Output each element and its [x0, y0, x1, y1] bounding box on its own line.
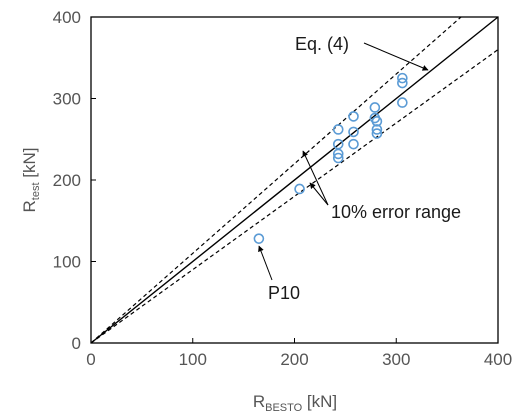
data-point — [369, 102, 381, 113]
y-axis-title: Rtest [kN] — [20, 148, 42, 213]
annotation-p10-arrow — [258, 245, 273, 281]
y-tick-label: 300 — [53, 90, 81, 109]
x-axis-title-sub: BESTO — [265, 402, 303, 414]
data-point — [294, 183, 305, 195]
annotation-p10: P10 — [268, 283, 300, 303]
y-tick-label: 200 — [53, 171, 81, 190]
data-point — [397, 97, 408, 108]
x-tick-label: 200 — [280, 350, 308, 369]
data-point — [397, 72, 408, 84]
x-axis-title: RBESTO [kN] — [253, 392, 337, 414]
x-axis-title-main: R — [253, 392, 265, 411]
x-tick-label: 100 — [179, 350, 207, 369]
data-point — [348, 126, 359, 138]
data-point — [253, 233, 265, 244]
annotation-error-range-arrow-upper — [302, 150, 329, 206]
y-tick-label: 0 — [72, 334, 81, 353]
x-axis-title-unit: [kN] — [302, 392, 337, 411]
tick-labels: 0 100 200 300 400 0 100 200 300 400 — [53, 8, 513, 369]
data-point — [397, 77, 408, 89]
y-axis-title-main: R — [20, 200, 39, 212]
x-tick-label: 0 — [86, 350, 95, 369]
data-point — [371, 128, 383, 139]
data-point — [348, 138, 359, 150]
data-point — [332, 148, 344, 160]
annotation-eq4: Eq. (4) — [295, 34, 349, 54]
data-point — [348, 111, 359, 122]
x-tick-label: 300 — [382, 350, 410, 369]
axis-ticks — [90, 16, 499, 344]
reference-lines — [90, 16, 499, 344]
x-tick-label: 400 — [484, 350, 512, 369]
data-point — [371, 124, 383, 135]
equation-line — [90, 16, 499, 344]
annotation-eq4-arrow — [363, 42, 429, 71]
data-point — [332, 152, 344, 164]
data-point — [371, 116, 383, 127]
error-bound-line — [90, 16, 462, 344]
y-tick-label: 400 — [53, 8, 81, 27]
annotation-error-range-arrow-lower — [309, 182, 329, 206]
data-point — [332, 124, 344, 135]
y-axis-title-sub: test — [30, 182, 42, 200]
y-tick-label: 100 — [53, 253, 81, 272]
y-axis-title-unit: [kN] — [20, 148, 39, 183]
annotation-error-range: 10% error range — [331, 202, 461, 222]
data-points — [253, 72, 408, 244]
